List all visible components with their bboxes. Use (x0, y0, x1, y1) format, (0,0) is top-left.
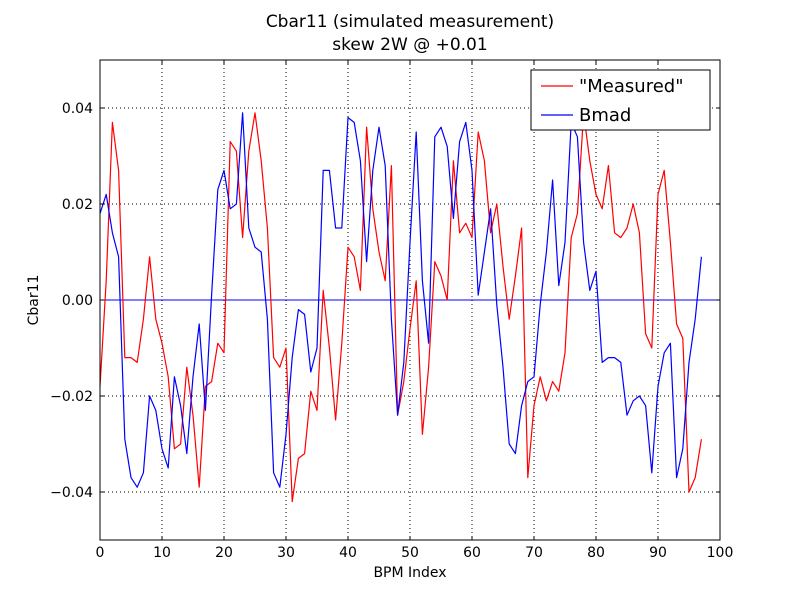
series-line-measured (99, 112, 702, 503)
y-axis-label: Cbar11 (26, 275, 42, 326)
x-tick-label: 0 (96, 545, 105, 561)
legend: "Measured" Bmad (530, 69, 711, 131)
x-tick-label: 40 (339, 545, 357, 561)
x-tick-label: 60 (463, 545, 481, 561)
x-tick-label: 10 (153, 545, 171, 561)
x-tick-label: 50 (401, 545, 419, 561)
x-tick-label: 70 (525, 545, 543, 561)
x-tick-label: 30 (277, 545, 295, 561)
y-tick-label: −0.02 (50, 389, 93, 405)
legend-box (530, 69, 711, 131)
chart-subtitle: skew 2W @ +0.01 (332, 35, 487, 55)
legend-label-measured: "Measured" (579, 76, 683, 97)
x-tick-label: 20 (215, 545, 233, 561)
series-line-bmad (99, 112, 702, 488)
y-tick-label: −0.04 (50, 485, 93, 501)
x-tick-label: 100 (707, 545, 734, 561)
legend-label-bmad: Bmad (579, 105, 631, 126)
y-tick-label: 0.00 (62, 293, 93, 309)
x-tick-label: 90 (649, 545, 667, 561)
y-tick-label: 0.04 (62, 101, 93, 117)
x-axis-label: BPM Index (373, 565, 446, 581)
y-tick-label: 0.02 (62, 197, 93, 213)
axis-ticks: 0 10 20 30 40 50 60 70 80 90 100 −0.04 −0.02 0.00 0.02… (50, 60, 733, 561)
x-tick-label: 80 (587, 545, 605, 561)
chart-title: Cbar11 (simulated measurement) (266, 12, 554, 32)
plot-series (99, 112, 702, 503)
